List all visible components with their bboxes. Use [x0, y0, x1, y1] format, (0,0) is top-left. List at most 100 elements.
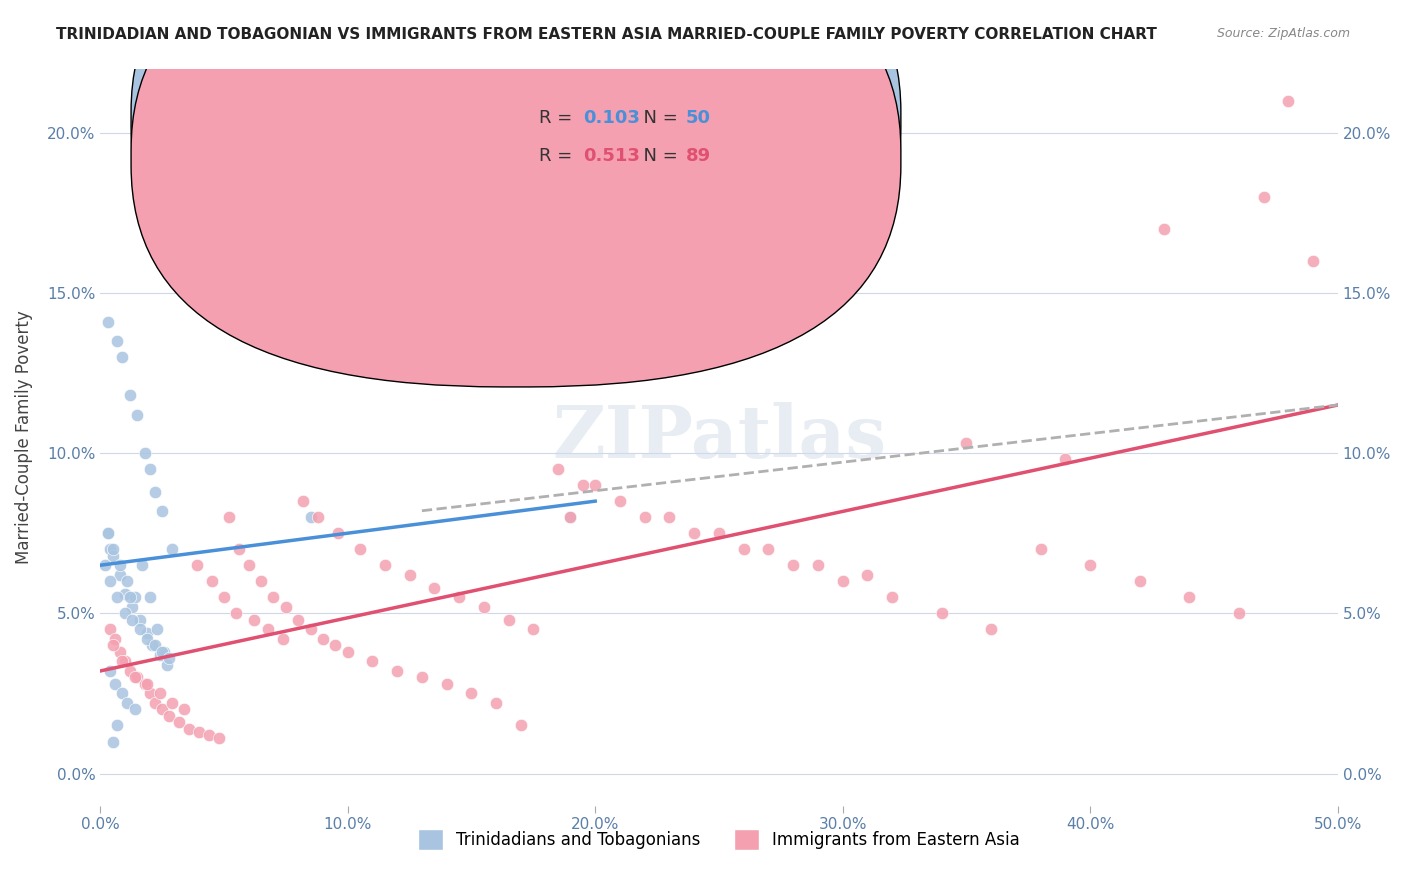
Point: [96, 315, 118, 329]
Point: [128, 613, 150, 627]
Point: [1253, 190, 1275, 204]
Text: R =: R =: [540, 109, 578, 127]
Point: [831, 574, 853, 589]
Point: [138, 462, 160, 476]
Point: [143, 638, 166, 652]
Point: [101, 542, 124, 557]
Point: [124, 702, 146, 716]
Point: [136, 677, 159, 691]
Point: [146, 623, 169, 637]
Point: [1054, 452, 1077, 467]
Point: [634, 510, 657, 524]
Point: [225, 607, 247, 621]
Point: [436, 677, 458, 691]
Point: [472, 599, 495, 614]
Point: [882, 591, 904, 605]
Text: 0.103: 0.103: [583, 109, 640, 127]
Point: [271, 632, 294, 646]
Point: [336, 645, 359, 659]
Point: [242, 613, 264, 627]
Point: [150, 645, 173, 659]
Point: [117, 696, 139, 710]
Point: [208, 731, 231, 746]
Point: [250, 574, 273, 589]
Point: [257, 623, 280, 637]
Point: [411, 670, 433, 684]
Point: [287, 613, 309, 627]
Point: [200, 574, 222, 589]
Point: [107, 718, 129, 732]
Point: [107, 334, 129, 348]
Point: [262, 591, 284, 605]
Text: Source: ZipAtlas.com: Source: ZipAtlas.com: [1216, 27, 1350, 40]
Point: [121, 613, 143, 627]
Point: [326, 526, 349, 541]
Point: [349, 542, 371, 557]
Point: [134, 677, 156, 691]
Point: [931, 607, 953, 621]
Text: N =: N =: [633, 109, 683, 127]
Point: [111, 654, 134, 668]
Point: [228, 542, 250, 557]
Point: [1227, 607, 1250, 621]
Point: [299, 623, 322, 637]
Point: [134, 446, 156, 460]
Point: [138, 686, 160, 700]
Point: [111, 350, 134, 364]
Point: [1302, 253, 1324, 268]
Point: [141, 638, 163, 652]
Point: [118, 591, 141, 605]
Point: [522, 623, 544, 637]
Point: [423, 581, 446, 595]
Point: [108, 558, 131, 573]
Point: [485, 696, 508, 710]
Point: [238, 558, 260, 573]
Point: [758, 542, 780, 557]
FancyBboxPatch shape: [131, 0, 901, 349]
Point: [101, 734, 124, 748]
Point: [188, 725, 211, 739]
Point: [98, 542, 121, 557]
Point: [127, 670, 149, 684]
Text: 50: 50: [686, 109, 710, 127]
Point: [169, 715, 191, 730]
Point: [198, 728, 221, 742]
Point: [534, 318, 557, 332]
FancyBboxPatch shape: [131, 0, 901, 387]
Point: [658, 510, 681, 524]
Point: [150, 702, 173, 716]
Text: ZIPatlas: ZIPatlas: [553, 401, 886, 473]
Point: [212, 591, 235, 605]
Point: [98, 574, 121, 589]
Point: [323, 638, 346, 652]
Point: [733, 542, 755, 557]
Point: [683, 526, 706, 541]
Point: [1277, 94, 1299, 108]
Point: [980, 623, 1002, 637]
Point: [153, 645, 176, 659]
Point: [1078, 558, 1101, 573]
Point: [460, 686, 482, 700]
Point: [299, 510, 322, 524]
Point: [374, 558, 396, 573]
Point: [307, 510, 329, 524]
Point: [572, 478, 595, 492]
Point: [1153, 221, 1175, 235]
Point: [107, 591, 129, 605]
Point: [509, 718, 531, 732]
Point: [160, 542, 183, 557]
Point: [1178, 591, 1201, 605]
Point: [560, 510, 582, 524]
Point: [186, 558, 208, 573]
Point: [292, 494, 315, 508]
Point: [143, 696, 166, 710]
Point: [447, 591, 470, 605]
Point: [274, 599, 297, 614]
Point: [114, 654, 136, 668]
Point: [98, 664, 121, 678]
Text: 0.513: 0.513: [583, 147, 640, 165]
Point: [179, 722, 201, 736]
Point: [150, 504, 173, 518]
Point: [707, 526, 730, 541]
Point: [124, 591, 146, 605]
